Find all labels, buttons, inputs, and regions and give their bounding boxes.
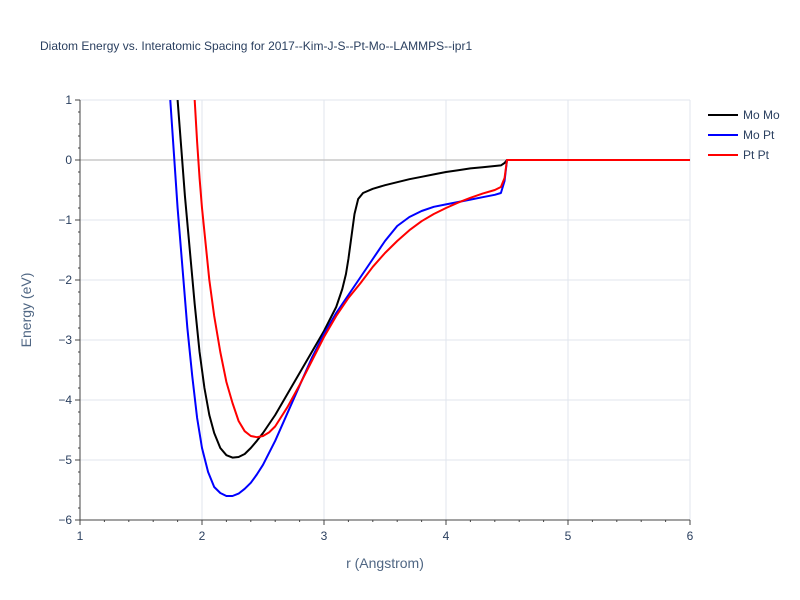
x-axis-title: r (Angstrom) bbox=[346, 555, 424, 571]
y-tick-label: 0 bbox=[65, 153, 72, 167]
y-tick-label: −3 bbox=[58, 333, 72, 347]
x-tick-label: 6 bbox=[687, 529, 694, 543]
x-tick-label: 4 bbox=[443, 529, 450, 543]
y-tick-label: −2 bbox=[58, 273, 72, 287]
x-tick-label: 5 bbox=[565, 529, 572, 543]
axis-layer: 1 2 3 4 5 6 1 0 −1 −2 −3 −4 −5 −6 bbox=[58, 93, 693, 543]
x-tick-label: 3 bbox=[321, 529, 328, 543]
legend-label: Mo Pt bbox=[743, 128, 775, 142]
x-tick-label: 2 bbox=[199, 529, 206, 543]
y-tick-label: 1 bbox=[65, 93, 72, 107]
series-line-mo-pt bbox=[169, 100, 690, 497]
series-line-mo-mo bbox=[176, 100, 690, 459]
y-tick-label: −6 bbox=[58, 513, 72, 527]
y-axis-title: Energy (eV) bbox=[18, 273, 34, 348]
series-layer bbox=[169, 100, 690, 497]
plot-area bbox=[169, 100, 690, 497]
legend-label: Mo Mo bbox=[743, 108, 780, 122]
x-tick-label: 1 bbox=[77, 529, 84, 543]
legend: Mo Mo Mo Pt Pt Pt bbox=[708, 108, 780, 162]
chart-title: Diatom Energy vs. Interatomic Spacing fo… bbox=[40, 39, 472, 53]
y-tick-label: −5 bbox=[58, 453, 72, 467]
series-line-pt-pt bbox=[193, 100, 690, 439]
legend-label: Pt Pt bbox=[743, 148, 770, 162]
y-tick-label: −1 bbox=[58, 213, 72, 227]
y-tick-label: −4 bbox=[58, 393, 72, 407]
